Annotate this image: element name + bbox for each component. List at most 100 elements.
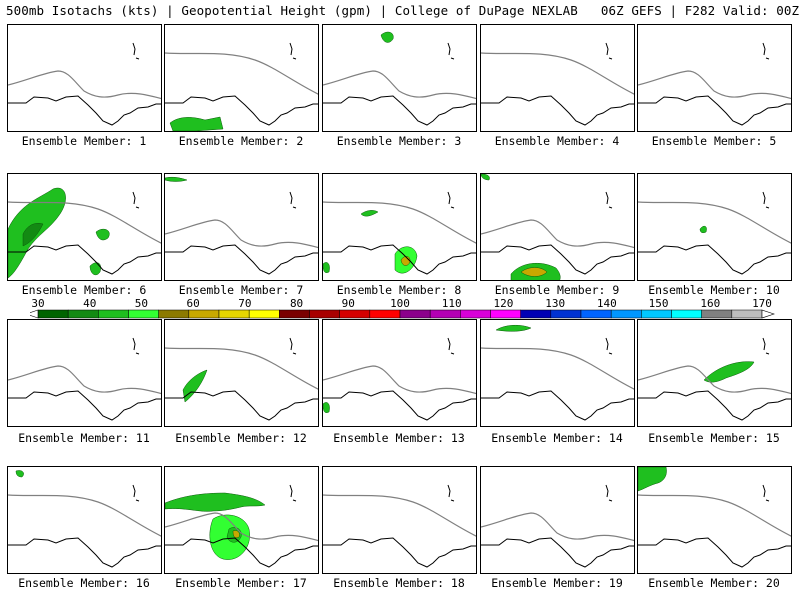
height-contour — [638, 201, 791, 244]
wind-speed-shading — [165, 176, 188, 182]
island-outline — [762, 42, 770, 60]
colorbar-swatch — [460, 309, 491, 319]
colorbar-left-arrow — [30, 309, 39, 319]
map-svg — [481, 42, 634, 126]
height-contour — [323, 365, 476, 395]
ensemble-map-panel — [7, 319, 162, 427]
panel-label: Ensemble Member: 13 — [333, 431, 465, 445]
ensemble-map-panel — [480, 173, 635, 281]
coastline — [165, 95, 318, 126]
panel-label: Ensemble Member: 6 — [21, 283, 147, 297]
panel-label: Ensemble Member: 19 — [491, 576, 623, 590]
colorbar-swatch — [641, 309, 672, 319]
coastline — [481, 244, 634, 275]
wind-speed-shading — [22, 223, 44, 247]
coastline — [165, 537, 318, 568]
map-svg — [8, 337, 161, 421]
panel-label: Ensemble Member: 8 — [336, 283, 462, 297]
colorbar-tick-label: 90 — [342, 298, 355, 310]
colorbar-tick-label: 110 — [442, 298, 462, 310]
wind-speed-shading — [495, 325, 532, 332]
wind-speed-shading — [481, 174, 490, 181]
ensemble-map-panel — [637, 319, 792, 427]
wind-speed-shading — [232, 530, 240, 538]
ensemble-map-panel — [637, 173, 792, 281]
coastline — [638, 537, 791, 568]
colorbar-tick-label: 40 — [83, 298, 96, 310]
panel-label: Ensemble Member: 3 — [336, 134, 462, 148]
wind-speed-shading — [95, 228, 110, 241]
colorbar-swatch — [339, 309, 371, 319]
colorbar-swatch — [520, 309, 552, 319]
coastline — [323, 244, 476, 275]
colorbar-swatch — [248, 309, 280, 319]
wind-speed-shading — [360, 210, 379, 217]
colorbar-swatch — [98, 309, 129, 319]
ensemble-map-panel — [7, 173, 162, 281]
height-contour — [8, 494, 161, 537]
island-outline — [762, 337, 770, 355]
panel-label: Ensemble Member: 2 — [178, 134, 304, 148]
coastline — [638, 390, 791, 421]
island-outline — [289, 191, 297, 209]
island-outline — [762, 191, 770, 209]
colorbar-tick-label: 140 — [597, 298, 617, 310]
panel-label: Ensemble Member: 14 — [491, 431, 623, 445]
panel-label: Ensemble Member: 5 — [651, 134, 777, 148]
coastline — [165, 244, 318, 275]
colorbar-swatch — [67, 309, 99, 319]
colorbar-swatch — [429, 309, 461, 319]
island-outline — [605, 484, 613, 502]
island-outline — [132, 191, 140, 209]
ensemble-map-panel — [164, 319, 319, 427]
ensemble-map-panel — [637, 24, 792, 132]
height-contour — [8, 201, 161, 244]
coastline — [8, 390, 161, 421]
island-outline — [447, 191, 455, 209]
ensemble-map-panel — [164, 466, 319, 574]
coastline — [323, 390, 476, 421]
wind-speed-shading — [169, 116, 224, 131]
colorbar-tick-label: 50 — [135, 298, 148, 310]
isotach-colorbar: 30 40 50 60 70 80 90 100 110 120 130 140 150 160 170 — [30, 298, 775, 319]
colorbar-swatch — [731, 309, 763, 319]
figure-title: 500mb Isotachs (kts) | Geopotential Heig… — [6, 3, 800, 18]
island-outline — [605, 191, 613, 209]
island-outline — [762, 484, 770, 502]
map-svg — [323, 191, 476, 275]
height-contour — [8, 70, 161, 100]
wind-speed-shading — [182, 369, 208, 403]
island-outline — [132, 484, 140, 502]
panel-label: Ensemble Member: 9 — [494, 283, 620, 297]
panel-label: Ensemble Member: 18 — [333, 576, 465, 590]
coastline — [481, 390, 634, 421]
panel-label: Ensemble Member: 11 — [18, 431, 150, 445]
height-contour — [481, 219, 634, 249]
coastline — [638, 244, 791, 275]
colorbar-tick-label: 120 — [493, 298, 513, 310]
colorbar-tick-label: 30 — [31, 298, 44, 310]
panel-label: Ensemble Member: 12 — [175, 431, 307, 445]
ensemble-map-panel — [637, 466, 792, 574]
map-svg — [323, 31, 476, 126]
height-contour — [165, 512, 318, 542]
panel-label: Ensemble Member: 7 — [178, 283, 304, 297]
coastline — [481, 537, 634, 568]
wind-speed-shading — [638, 467, 667, 492]
map-svg — [8, 187, 161, 279]
colorbar-swatch — [188, 309, 220, 319]
island-outline — [447, 42, 455, 60]
colorbar-swatch — [279, 309, 310, 319]
ensemble-map-panel — [322, 319, 477, 427]
height-contour — [638, 494, 791, 537]
height-contour — [323, 494, 476, 537]
panel-label: Ensemble Member: 20 — [648, 576, 780, 590]
colorbar-swatch — [550, 309, 582, 319]
colorbar-tick-label: 100 — [390, 298, 410, 310]
wind-speed-shading — [323, 402, 330, 413]
height-contour — [165, 52, 318, 95]
wind-speed-shading — [699, 225, 707, 234]
wind-speed-shading — [323, 262, 330, 273]
map-svg — [8, 42, 161, 126]
colorbar-swatch — [128, 309, 159, 319]
